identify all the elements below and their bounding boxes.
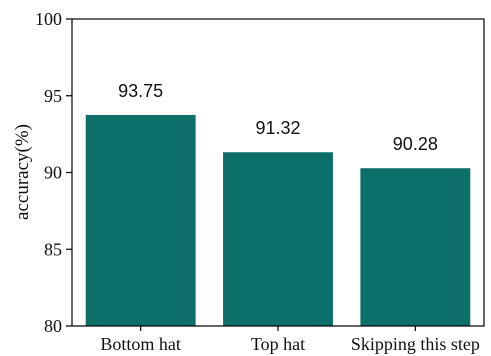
bar-value-label: 91.32 <box>255 118 300 138</box>
x-tick-label: Top hat <box>251 334 305 354</box>
bar-value-label: 93.75 <box>118 81 163 101</box>
y-tick-label: 90 <box>44 163 62 183</box>
x-tick-label: Skipping this step <box>351 334 480 354</box>
y-tick-label: 100 <box>35 9 62 29</box>
bar-2 <box>360 168 471 326</box>
plot-frame <box>71 18 485 327</box>
bars: 93.75 91.32 90.28 <box>85 81 471 326</box>
y-tick-label: 95 <box>44 86 62 106</box>
bar-value-label: 90.28 <box>393 134 438 154</box>
y-axis-label: accuracy(%) <box>12 124 33 220</box>
y-axis-ticks: 80 85 90 95 100 <box>35 9 72 336</box>
y-tick-label: 85 <box>44 239 62 259</box>
x-axis-tick-labels: Bottom hat Top hat Skipping this step <box>100 326 480 354</box>
x-tick-label: Bottom hat <box>100 334 181 354</box>
bar-0 <box>85 114 196 326</box>
y-tick-label: 80 <box>44 316 62 336</box>
bar-1 <box>223 152 333 326</box>
